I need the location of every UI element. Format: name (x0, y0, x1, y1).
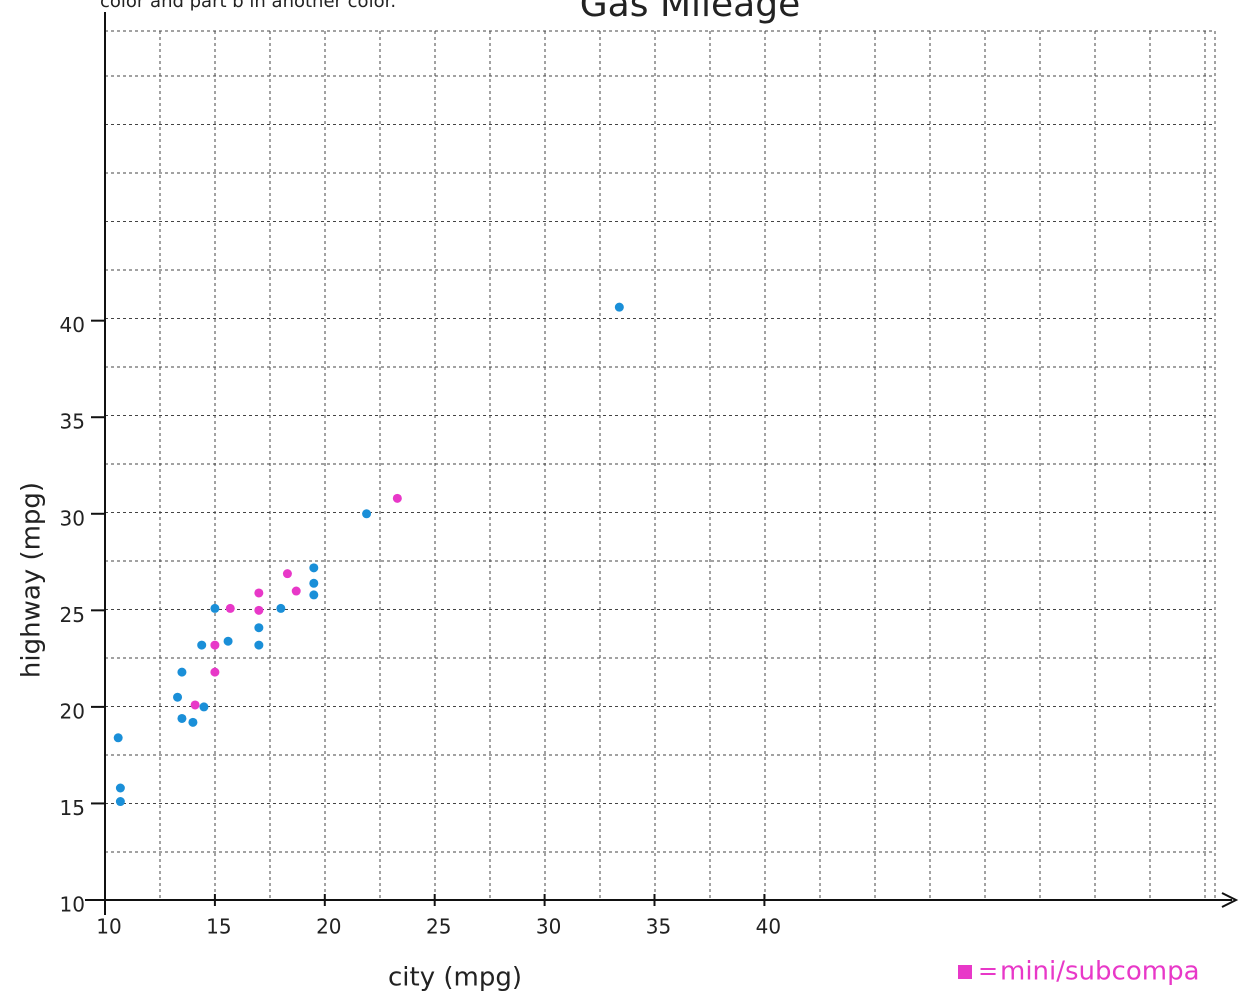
data-point (282, 569, 292, 579)
x-axis-label: city (mpg) (388, 963, 522, 993)
data-point (210, 640, 220, 650)
legend-swatch (958, 965, 972, 979)
chart-title: Gas Mileage (580, 0, 800, 25)
y-tick-label: 25 (60, 603, 85, 627)
y-axis-label: highway (mpg) (17, 482, 47, 678)
x-tick-label: 35 (646, 915, 671, 939)
data-point (392, 493, 402, 503)
data-point (254, 605, 264, 615)
data-point (309, 590, 319, 600)
data-point (115, 797, 125, 807)
instruction-note: color and part b in another color. (100, 0, 396, 12)
data-point (177, 713, 187, 723)
data-point (210, 667, 220, 677)
data-point (254, 640, 264, 650)
data-point (115, 783, 125, 793)
x-tick-label: 25 (426, 915, 451, 939)
data-point (614, 302, 624, 312)
x-axis-arrow (1221, 892, 1239, 908)
data-point (190, 700, 200, 710)
data-point (223, 636, 233, 646)
data-point (113, 733, 123, 743)
data-point (309, 563, 319, 573)
y-tick-label: 30 (60, 506, 85, 530)
data-point (173, 692, 183, 702)
data-point (254, 588, 264, 598)
y-tick-label: 35 (60, 410, 85, 434)
x-tick-label: 10 (96, 915, 121, 939)
y-tick-label: 10 (60, 893, 85, 917)
x-tick-label: 40 (756, 915, 781, 939)
data-point (177, 667, 187, 677)
x-tick-label: 20 (316, 915, 341, 939)
x-tick-label: 30 (536, 915, 561, 939)
data-point (197, 640, 207, 650)
data-point (254, 623, 264, 633)
data-point (225, 603, 235, 613)
data-point (199, 702, 209, 712)
legend-label: mini/subcompa (1000, 957, 1200, 987)
legend-sign: = (978, 957, 998, 985)
y-tick-label: 20 (60, 699, 85, 723)
data-point (210, 603, 220, 613)
data-point (276, 603, 286, 613)
data-point (291, 586, 301, 596)
data-point (188, 717, 198, 727)
x-tick-label: 15 (206, 915, 231, 939)
y-tick-label: 40 (60, 313, 85, 337)
data-point (362, 509, 372, 519)
data-point (309, 578, 319, 588)
y-tick-label: 15 (60, 796, 85, 820)
